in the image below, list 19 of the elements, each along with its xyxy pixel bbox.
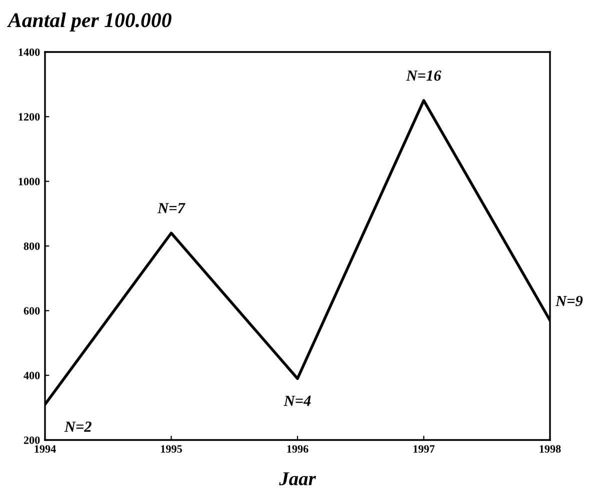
- annotation: N=16: [406, 70, 442, 81]
- x-tick-label: 1994: [34, 445, 56, 453]
- y-tick-label: 800: [24, 242, 40, 250]
- y-tick-label: 600: [24, 307, 40, 315]
- y-tick-label: 1000: [18, 178, 40, 186]
- x-tick-label: 1997: [414, 445, 435, 453]
- y-tick-label: 1200: [18, 113, 40, 121]
- x-tick-label: 1995: [161, 445, 182, 453]
- y-tick-label: 1400: [18, 48, 40, 56]
- annotation: N=4: [284, 396, 311, 406]
- y-tick-label: 400: [24, 372, 40, 380]
- chart-title: Aantal per 100.000: [6, 12, 172, 32]
- annotation: N=7: [157, 203, 186, 214]
- x-tick-label: 1996: [287, 445, 308, 453]
- y-tick-label: 200: [24, 436, 40, 444]
- x-tick-label: 1998: [540, 445, 561, 453]
- x-axis-title: Jaar: [279, 472, 316, 486]
- annotation: N=2: [64, 422, 92, 432]
- annotation: N=9: [555, 296, 583, 306]
